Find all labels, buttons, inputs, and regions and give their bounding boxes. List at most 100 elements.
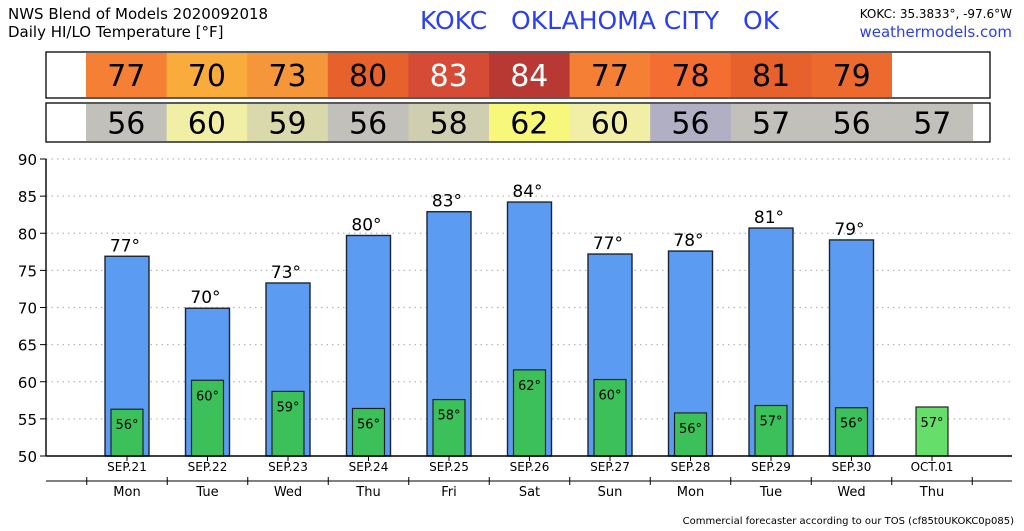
hi-row-value: 84	[510, 59, 548, 94]
hi-label: 81°	[754, 208, 784, 228]
lo-bar	[351, 407, 386, 457]
hi-label: 70°	[190, 288, 220, 308]
hi-row-cell	[892, 53, 974, 97]
lo-row-cell	[327, 104, 409, 141]
x-date-label: SEP.23	[268, 460, 308, 474]
lo-row-value: 60	[188, 107, 226, 142]
hi-row-cell	[166, 53, 248, 97]
hi-row-value: 70	[188, 59, 226, 94]
lo-row-cell	[408, 104, 490, 141]
hi-row-value: 81	[752, 59, 790, 94]
hi-row-cell	[730, 53, 812, 97]
lo-bar	[110, 408, 144, 457]
lo-row-cell	[650, 104, 732, 141]
hi-label: 78°	[673, 231, 703, 251]
lo-row-cell	[489, 104, 571, 141]
hi-row-cell	[650, 53, 732, 97]
y-tick-label: 50	[18, 448, 37, 466]
lo-bar	[512, 369, 547, 457]
hi-row-value: 73	[268, 59, 306, 94]
x-date-label: SEP.25	[429, 460, 469, 474]
y-tick-label: 90	[18, 151, 37, 169]
hi-label: 77°	[110, 236, 140, 256]
hi-label: 80°	[351, 215, 381, 235]
lo-row-value: 57	[752, 107, 790, 142]
lo-label: 57°	[920, 416, 943, 431]
y-tick-label: 60	[18, 374, 37, 392]
lo-label: 60°	[598, 389, 621, 404]
x-date-label: SEP.28	[671, 460, 711, 474]
lo-bar	[593, 378, 627, 457]
x-weekday-label: Tue	[195, 485, 218, 500]
x-weekday-label: Wed	[837, 485, 865, 500]
lo-label: 56°	[840, 417, 863, 432]
x-weekday-label: Tue	[759, 485, 782, 500]
hi-row-cell	[247, 53, 329, 97]
lo-row-value: 59	[268, 107, 306, 142]
hi-label: 73°	[271, 263, 301, 283]
lo-row-value: 57	[913, 107, 951, 142]
x-weekday-label: Fri	[441, 485, 457, 500]
station-coordinates: KOKC: 35.3833°, -97.6°W	[859, 7, 1012, 21]
hi-label: 83°	[432, 192, 462, 212]
station-name: KOKC OKLAHOMA CITY OK	[420, 6, 780, 35]
lo-label: 56°	[679, 422, 702, 437]
lo-row-value: 56	[833, 107, 871, 142]
lo-row-value: 56	[107, 107, 145, 142]
x-date-label: SEP.30	[832, 460, 872, 474]
lo-row-value: 56	[671, 107, 709, 142]
lo-row-cell	[892, 104, 974, 141]
site-link[interactable]: weathermodels.com	[859, 23, 1012, 41]
lo-label: 56°	[357, 417, 380, 432]
y-tick-label: 65	[18, 337, 37, 355]
x-weekday-label: Sat	[519, 485, 540, 500]
lo-label: 62°	[518, 379, 541, 394]
lo-label: 57°	[759, 415, 782, 430]
chart-subtitle: Daily HI/LO Temperature [°F]	[8, 23, 224, 41]
lo-row-cell	[247, 104, 329, 141]
hi-row-value: 78	[671, 59, 709, 94]
hi-row-cell	[569, 53, 651, 97]
lo-row-value: 58	[430, 107, 468, 142]
x-date-label: SEP.27	[590, 460, 630, 474]
lo-row-value: 60	[591, 107, 629, 142]
hi-row-cell	[86, 53, 168, 97]
lo-bar	[834, 407, 869, 457]
hi-row-value: 80	[349, 59, 387, 94]
footer-note: Commercial forecaster according to our T…	[682, 516, 1014, 527]
hi-row-cell	[327, 53, 409, 97]
x-date-label: SEP.29	[751, 460, 791, 474]
lo-row-cell	[730, 104, 812, 141]
hi-row-cell	[489, 53, 571, 97]
x-weekday-label: Mon	[113, 485, 140, 500]
lo-label: 60°	[196, 389, 219, 404]
lo-bar	[754, 404, 788, 457]
y-tick-label: 85	[18, 188, 37, 206]
hi-row-value: 79	[833, 59, 871, 94]
lo-row-value: 62	[510, 107, 548, 142]
y-tick-label: 75	[18, 262, 37, 280]
x-date-label: SEP.24	[349, 460, 389, 474]
hi-row-cell	[408, 53, 490, 97]
lo-bar	[271, 390, 305, 457]
lo-row-cell	[811, 104, 893, 141]
x-date-label: SEP.21	[107, 460, 147, 474]
lo-label: 56°	[115, 418, 138, 433]
y-tick-label: 70	[18, 300, 37, 318]
x-date-label: OCT.01	[911, 460, 954, 474]
x-date-label: SEP.22	[188, 460, 228, 474]
lo-bar	[673, 412, 708, 457]
hi-row-value: 77	[107, 59, 145, 94]
hi-row-value: 77	[591, 59, 629, 94]
x-weekday-label: Sun	[598, 485, 623, 500]
chart-title: NWS Blend of Models 2020092018	[8, 5, 269, 23]
hi-row-value: 83	[430, 59, 468, 94]
x-date-label: SEP.26	[510, 460, 550, 474]
hi-label: 79°	[834, 220, 864, 240]
hi-label: 84°	[512, 182, 542, 202]
lo-label: 58°	[437, 409, 460, 424]
hi-row-cell	[811, 53, 893, 97]
y-tick-label: 55	[18, 411, 37, 429]
x-weekday-label: Thu	[355, 485, 380, 500]
